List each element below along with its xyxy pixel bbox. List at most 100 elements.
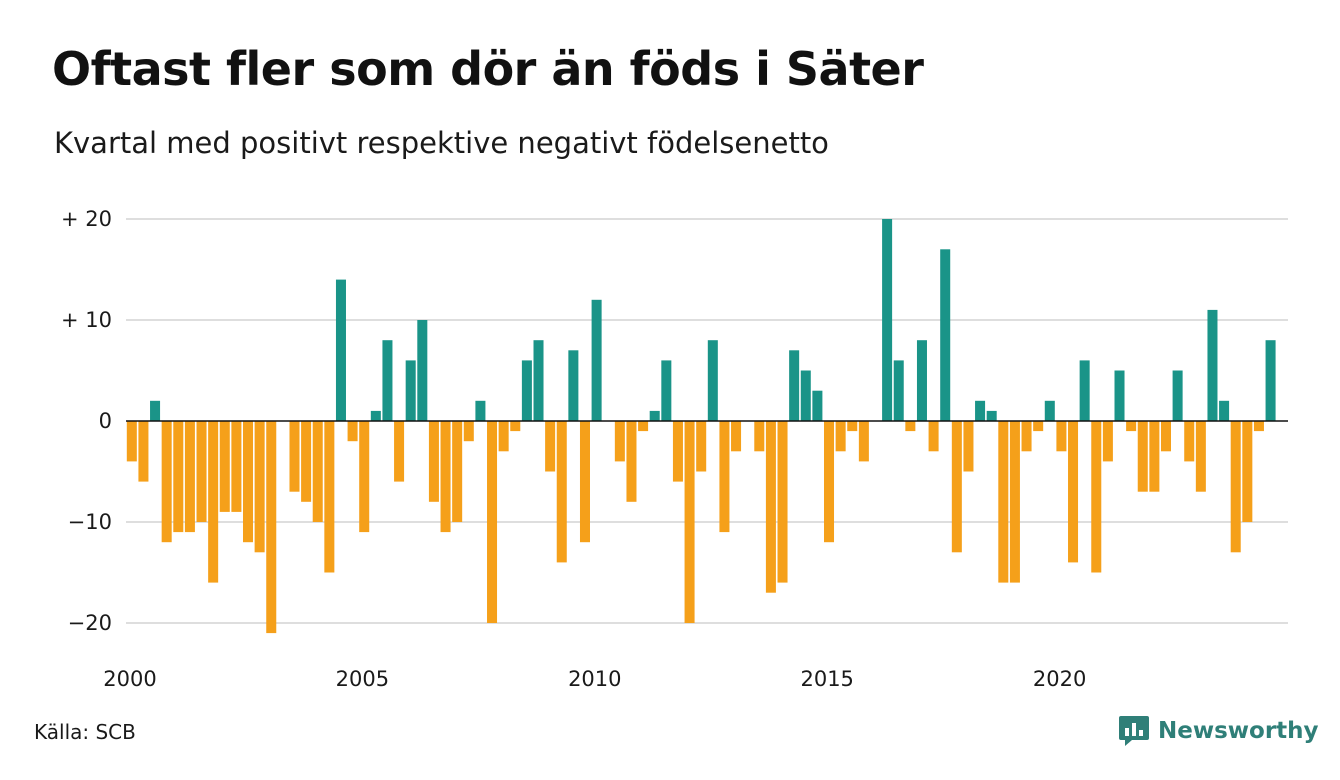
- brand-name: Newsworthy: [1158, 718, 1319, 744]
- bar-2008-Q1: [498, 421, 509, 452]
- bar-2000-Q2: [138, 421, 149, 482]
- bar-2006-Q2: [417, 320, 428, 421]
- bar-2024-Q1: [1242, 421, 1253, 522]
- bar-2005-Q3: [382, 340, 393, 421]
- bar-2020-Q3: [1079, 360, 1090, 421]
- bar-2017-Q3: [940, 249, 951, 421]
- bar-2007-Q3: [475, 400, 486, 421]
- chart-subtitle: Kvartal med positivt respektive negativt…: [54, 126, 829, 160]
- bar-2009-Q3: [568, 350, 579, 421]
- bar-2018-Q2: [975, 400, 986, 421]
- bar-2023-Q3: [1219, 400, 1230, 421]
- bar-2013-Q3: [754, 421, 765, 452]
- bar-2022-Q2: [1160, 421, 1171, 452]
- bar-2019-Q3: [1033, 421, 1044, 432]
- x-tick-label: 2020: [1033, 667, 1086, 691]
- bar-2024-Q3: [1265, 340, 1276, 421]
- bar-2019-Q4: [1044, 400, 1055, 421]
- brand-logo[interactable]: Newsworthy: [1118, 713, 1319, 749]
- bar-2016-Q2: [882, 219, 893, 421]
- bar-2020-Q4: [1091, 421, 1102, 573]
- bar-2011-Q2: [649, 410, 660, 421]
- bar-2023-Q2: [1207, 309, 1218, 421]
- x-axis-labels: 2000 2005 2010 2015 2020: [103, 667, 1086, 691]
- bar-2023-Q1: [1195, 421, 1206, 492]
- bar-2023-Q4: [1230, 421, 1241, 553]
- bar-2021-Q4: [1137, 421, 1148, 492]
- bar-2019-Q1: [1009, 421, 1020, 583]
- bar-2011-Q1: [638, 421, 649, 432]
- bar-2021-Q3: [1126, 421, 1137, 432]
- bar-2021-Q1: [1102, 421, 1113, 462]
- bar-2007-Q2: [463, 421, 474, 442]
- y-tick-label: 0: [99, 409, 112, 433]
- bar-2002-Q3: [243, 421, 254, 543]
- bar-2014-Q3: [800, 370, 811, 421]
- newsworthy-logo-icon: [1119, 716, 1149, 746]
- bar-2008-Q3: [521, 360, 532, 421]
- bar-2006-Q4: [440, 421, 451, 533]
- y-tick-label: + 10: [61, 308, 112, 332]
- bar-2008-Q2: [510, 421, 521, 432]
- bar-2014-Q4: [812, 390, 823, 421]
- bar-chart: + 20 + 10 0 −10 −20 2000 2005 2010 2015 2020: [61, 207, 1288, 691]
- bar-2002-Q4: [254, 421, 265, 553]
- bar-2012-Q4: [719, 421, 730, 533]
- bar-2001-Q4: [208, 421, 219, 583]
- bar-2000-Q4: [161, 421, 172, 543]
- bar-2015-Q3: [847, 421, 858, 432]
- bar-2017-Q1: [916, 340, 927, 421]
- y-tick-label: −10: [68, 510, 112, 534]
- bar-2019-Q2: [1021, 421, 1032, 452]
- bar-2002-Q2: [231, 421, 242, 512]
- bar-2005-Q2: [370, 410, 381, 421]
- bar-2016-Q3: [893, 360, 904, 421]
- bar-2005-Q1: [359, 421, 370, 533]
- bar-2017-Q4: [951, 421, 962, 553]
- bar-2010-Q3: [614, 421, 625, 462]
- bar-2013-Q4: [765, 421, 776, 593]
- bar-2003-Q4: [301, 421, 312, 502]
- bar-2009-Q1: [545, 421, 556, 472]
- bar-2001-Q2: [184, 421, 195, 533]
- source-note: Källa: SCB: [34, 720, 136, 744]
- bar-2006-Q1: [405, 360, 416, 421]
- y-tick-label: + 20: [61, 207, 112, 231]
- bar-2018-Q4: [998, 421, 1009, 583]
- bar-2004-Q4: [347, 421, 358, 442]
- bar-2015-Q2: [835, 421, 846, 452]
- bar-2004-Q3: [335, 279, 346, 421]
- y-axis-labels: + 20 + 10 0 −10 −20: [61, 207, 112, 635]
- bars: [126, 219, 1276, 634]
- bar-2017-Q2: [928, 421, 939, 452]
- bar-2020-Q2: [1068, 421, 1079, 563]
- bar-2007-Q1: [452, 421, 463, 522]
- bar-2006-Q3: [428, 421, 439, 502]
- bar-2015-Q1: [824, 421, 835, 543]
- bar-2009-Q2: [556, 421, 567, 563]
- bar-2010-Q1: [591, 299, 602, 421]
- x-tick-label: 2000: [103, 667, 156, 691]
- bar-2000-Q3: [150, 400, 161, 421]
- bar-2010-Q4: [626, 421, 637, 502]
- bar-2011-Q3: [661, 360, 672, 421]
- bar-2003-Q1: [266, 421, 277, 634]
- bar-2022-Q4: [1184, 421, 1195, 462]
- bar-2011-Q4: [672, 421, 683, 482]
- bar-2022-Q1: [1149, 421, 1160, 492]
- bar-2004-Q2: [324, 421, 335, 573]
- x-tick-label: 2005: [336, 667, 389, 691]
- bar-2008-Q4: [533, 340, 544, 421]
- bar-2000-Q1: [126, 421, 137, 462]
- bar-2014-Q2: [789, 350, 800, 421]
- bar-2022-Q3: [1172, 370, 1183, 421]
- bar-2016-Q4: [905, 421, 916, 432]
- bar-2012-Q2: [696, 421, 707, 472]
- bar-2018-Q3: [986, 410, 997, 421]
- bar-2005-Q4: [394, 421, 405, 482]
- bar-2021-Q2: [1114, 370, 1125, 421]
- bar-2024-Q2: [1253, 421, 1264, 432]
- bar-2001-Q1: [173, 421, 184, 533]
- bar-2020-Q1: [1056, 421, 1067, 452]
- bar-2007-Q4: [487, 421, 498, 623]
